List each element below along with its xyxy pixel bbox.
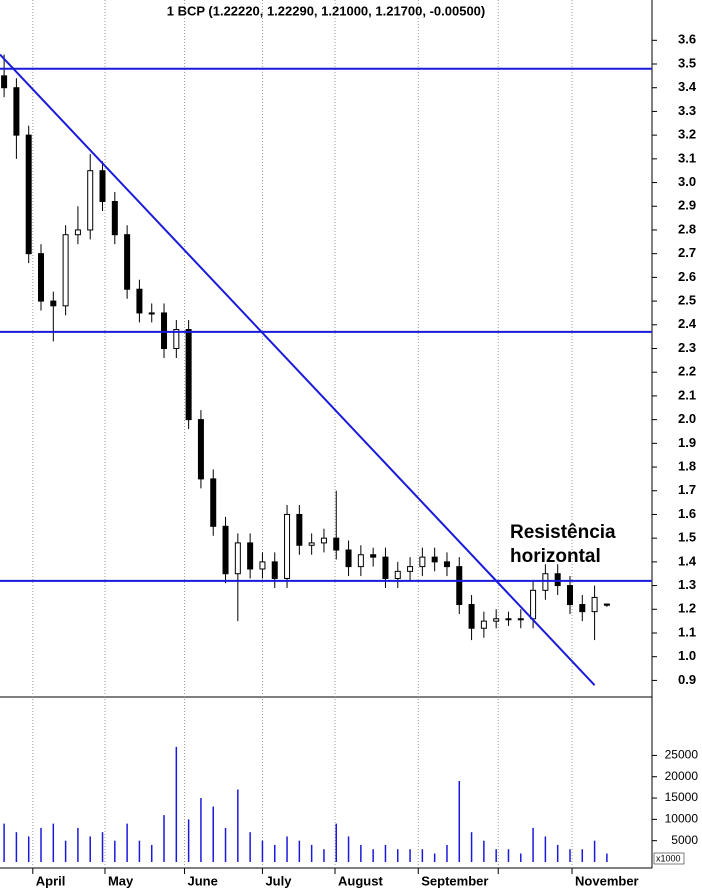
- annotation: horizontal: [510, 546, 601, 567]
- candle-body: [161, 312, 168, 350]
- candle-body: [284, 513, 291, 579]
- candle-body: [480, 620, 487, 629]
- candle-body: [62, 234, 69, 307]
- x-tick-label: November: [575, 873, 639, 888]
- y-tick-label: 2.4: [678, 316, 697, 331]
- volume-y-tick-label: 5000: [671, 833, 698, 847]
- candle-body: [271, 561, 278, 579]
- y-tick-label: 1.2: [678, 601, 696, 616]
- candle-body: [50, 300, 57, 307]
- candle-body: [87, 170, 94, 231]
- candle-body: [370, 554, 377, 558]
- candle-body: [579, 604, 586, 613]
- candle-body: [148, 312, 155, 315]
- candle-body: [25, 134, 32, 255]
- candle-body: [468, 604, 475, 629]
- x-tick-label: June: [188, 873, 218, 888]
- y-tick-label: 3.2: [678, 127, 696, 142]
- candle-body: [542, 573, 549, 591]
- candle-body: [382, 556, 389, 579]
- trendline: [0, 53, 596, 686]
- annotation: Resistência: [510, 522, 616, 543]
- x-tick-label: September: [421, 873, 488, 888]
- candle-body: [222, 525, 229, 575]
- volume-y-tick-label: 25000: [665, 748, 699, 762]
- y-tick-label: 1.6: [678, 506, 696, 521]
- candle-body: [1, 75, 8, 89]
- chart-title: 1 BCP (1.22220, 1.22290, 1.21000, 1.2170…: [167, 3, 486, 18]
- x-tick-label: April: [36, 873, 66, 888]
- y-tick-label: 1.1: [678, 624, 696, 639]
- candle-body: [566, 585, 573, 606]
- candle-body: [111, 201, 118, 236]
- x-tick-label: August: [338, 873, 383, 888]
- candle-body: [259, 561, 266, 570]
- candle-body: [13, 87, 20, 136]
- y-tick-label: 3.5: [678, 55, 696, 70]
- candle-body: [124, 234, 131, 290]
- candle-body: [530, 589, 537, 620]
- y-tick-label: 1.8: [678, 458, 696, 473]
- y-tick-label: 3.1: [678, 150, 696, 165]
- x-tick-label: May: [108, 873, 134, 888]
- y-tick-label: 2.3: [678, 340, 696, 355]
- y-tick-label: 1.0: [678, 648, 696, 663]
- x-tick-label: July: [265, 873, 292, 888]
- y-tick-label: 2.0: [678, 411, 696, 426]
- candle-body: [247, 542, 254, 570]
- candle-body: [419, 556, 426, 568]
- y-tick-label: 1.4: [678, 553, 697, 568]
- candle-body: [136, 288, 143, 314]
- candle-body: [443, 561, 450, 568]
- y-tick-label: 1.7: [678, 482, 696, 497]
- y-tick-label: 2.5: [678, 293, 696, 308]
- candle-body: [38, 253, 45, 302]
- candle-body: [345, 549, 352, 568]
- volume-y-tick-label: 15000: [665, 790, 699, 804]
- volume-unit-label: x1000: [656, 853, 681, 863]
- y-tick-label: 3.0: [678, 174, 696, 189]
- y-tick-label: 3.3: [678, 103, 696, 118]
- candle-body: [357, 554, 364, 568]
- candle-body: [456, 566, 463, 606]
- candle-body: [210, 478, 217, 527]
- volume-unit-box: [653, 852, 685, 865]
- candle-body: [99, 170, 106, 203]
- y-tick-label: 1.9: [678, 435, 696, 450]
- candle-body: [173, 329, 180, 350]
- candle-body: [320, 537, 327, 544]
- candle-body: [603, 603, 610, 606]
- candle-body: [333, 537, 340, 551]
- y-tick-label: 1.5: [678, 530, 696, 545]
- y-tick-label: 2.9: [678, 198, 696, 213]
- y-tick-label: 2.8: [678, 221, 696, 236]
- y-tick-label: 1.3: [678, 577, 696, 592]
- candle-body: [74, 229, 81, 236]
- candle-body: [493, 618, 500, 622]
- volume-y-tick-label: 20000: [665, 769, 699, 783]
- candle-body: [197, 419, 204, 480]
- y-tick-label: 2.2: [678, 364, 696, 379]
- candle-body: [591, 596, 598, 613]
- y-tick-label: 3.6: [678, 32, 696, 47]
- candle-body: [431, 556, 438, 563]
- candle-body: [308, 542, 315, 546]
- candle-body: [185, 329, 192, 421]
- candle-body: [234, 542, 241, 575]
- y-tick-label: 2.1: [678, 387, 696, 402]
- y-tick-label: 2.6: [678, 269, 696, 284]
- candle-body: [505, 618, 512, 621]
- candle-body: [407, 566, 414, 572]
- candle-body: [517, 618, 524, 621]
- candle-body: [394, 570, 401, 579]
- candle-body: [296, 513, 303, 546]
- candle-body: [554, 573, 561, 587]
- y-tick-label: 2.7: [678, 245, 696, 260]
- y-tick-label: 3.4: [678, 79, 697, 94]
- y-tick-label: 0.9: [678, 672, 696, 687]
- volume-y-tick-label: 10000: [665, 812, 699, 826]
